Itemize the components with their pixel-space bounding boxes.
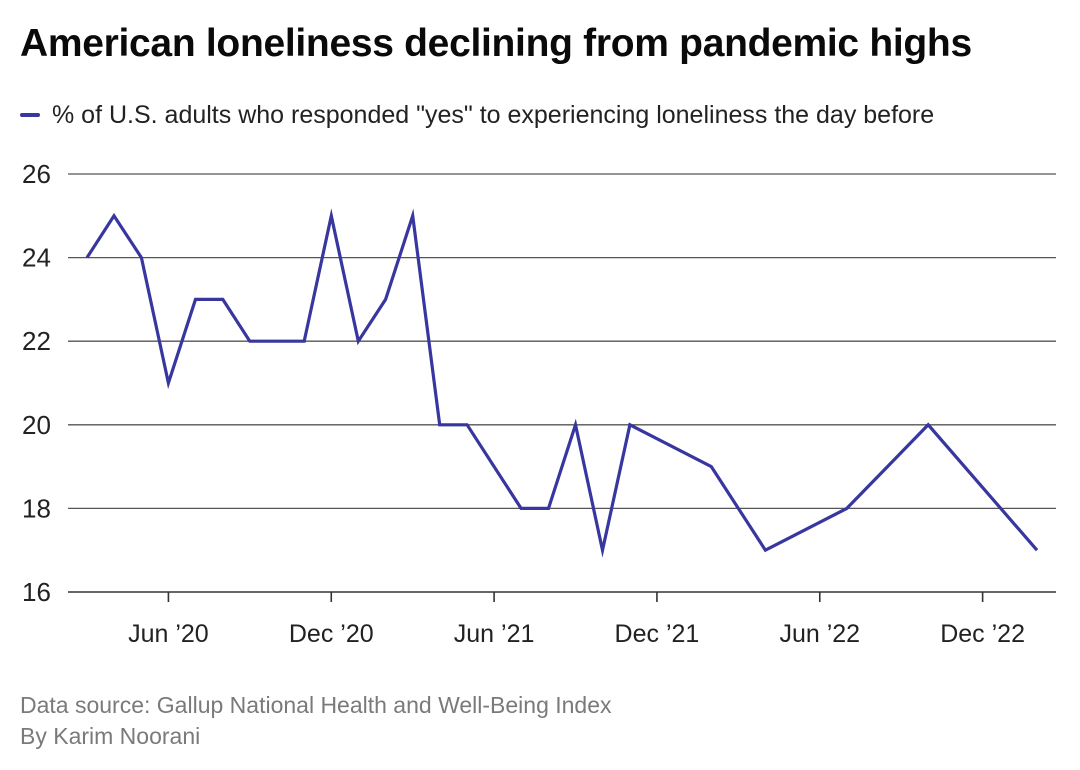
x-tick-label-0: Jun ’20	[128, 620, 209, 648]
series-line-0	[85, 208, 1039, 558]
x-tick-label-1: Dec ’20	[289, 620, 374, 648]
x-tick-label-4: Jun ’22	[779, 620, 860, 648]
y-tick-label-18: 18	[22, 493, 51, 523]
legend-swatch	[20, 113, 40, 117]
y-tick-label-26: 26	[22, 159, 51, 189]
x-tick-label-3: Dec ’21	[615, 620, 700, 648]
y-tick-label-24: 24	[22, 243, 51, 273]
footer: Data source: Gallup National Health and …	[20, 690, 612, 752]
x-tick-label-5: Dec ’22	[940, 620, 1025, 648]
y-tick-label-20: 20	[22, 410, 51, 440]
y-tick-label-16: 16	[22, 577, 51, 607]
legend: % of U.S. adults who responded "yes" to …	[20, 100, 934, 130]
byline: By Karim Noorani	[20, 723, 201, 749]
chart-title: American loneliness declining from pande…	[20, 22, 972, 65]
data-source: Data source: Gallup National Health and …	[20, 692, 612, 718]
y-tick-label-22: 22	[22, 326, 51, 356]
x-tick-label-2: Jun ’21	[454, 620, 535, 648]
legend-label: % of U.S. adults who responded "yes" to …	[52, 100, 935, 129]
